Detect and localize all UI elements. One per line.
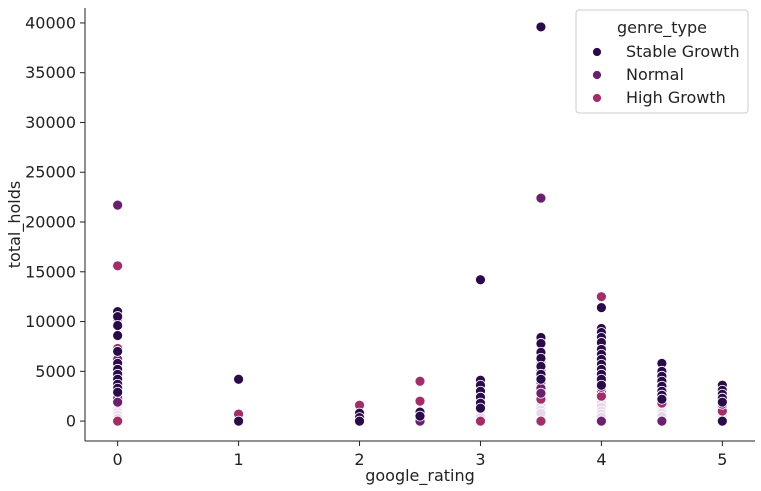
scatter-point bbox=[112, 311, 124, 322]
scatter-point bbox=[596, 302, 607, 314]
scatter-point bbox=[596, 379, 607, 391]
x-tick-label: 0 bbox=[113, 450, 123, 469]
legend-label: Normal bbox=[626, 65, 684, 84]
x-tick-label: 2 bbox=[354, 450, 364, 469]
legend-label: Stable Growth bbox=[626, 42, 740, 61]
y-axis-title: total_holds bbox=[5, 181, 25, 268]
scatter-point bbox=[716, 396, 728, 408]
y-tick-label: 40000 bbox=[25, 13, 76, 32]
scatter-point bbox=[716, 415, 728, 427]
y-tick-label: 25000 bbox=[25, 163, 76, 182]
legend-marker bbox=[592, 70, 602, 80]
scatter-point bbox=[233, 373, 244, 385]
scatter-point bbox=[112, 330, 124, 341]
x-tick-label: 1 bbox=[233, 450, 243, 469]
scatter-point bbox=[535, 415, 547, 427]
scatter-point bbox=[596, 291, 607, 303]
scatter-point bbox=[596, 390, 607, 402]
y-tick-label: 30000 bbox=[25, 113, 76, 132]
scatter-point bbox=[233, 415, 244, 427]
legend-box bbox=[575, 9, 749, 114]
scatter-point bbox=[535, 21, 547, 33]
scatter-point bbox=[414, 375, 426, 387]
x-tick-label: 5 bbox=[717, 450, 727, 469]
y-tick-label: 10000 bbox=[25, 312, 76, 331]
y-axis-ticks: 0 5000 10000 15000 20000 25000 30000 35000 40000 bbox=[25, 13, 85, 431]
scatter-point bbox=[414, 395, 426, 407]
scatter-point bbox=[112, 260, 124, 272]
scatter-point bbox=[112, 346, 124, 357]
scatter-point bbox=[535, 373, 547, 385]
scatter-point bbox=[475, 402, 486, 414]
scatter-point bbox=[354, 415, 365, 427]
legend-marker bbox=[592, 93, 602, 103]
scatter-point bbox=[475, 274, 486, 286]
x-tick-label: 3 bbox=[475, 450, 485, 469]
y-tick-label: 5000 bbox=[35, 362, 76, 381]
x-axis-ticks: 0 1 2 3 4 5 bbox=[113, 441, 727, 469]
y-tick-label: 35000 bbox=[25, 63, 76, 82]
scatter-point bbox=[596, 415, 607, 427]
scatter-point bbox=[475, 415, 486, 427]
scatter-point bbox=[414, 410, 426, 422]
data-points bbox=[112, 21, 728, 427]
scatter-point bbox=[535, 192, 547, 204]
legend-label: High Growth bbox=[626, 88, 726, 107]
scatter-point bbox=[112, 386, 124, 398]
scatter-point bbox=[656, 393, 668, 405]
scatter-point bbox=[656, 415, 668, 427]
legend: genre_type Stable Growth Normal High Growt… bbox=[575, 9, 749, 114]
y-tick-label: 15000 bbox=[25, 262, 76, 281]
scatter-point bbox=[112, 199, 124, 211]
y-tick-label: 0 bbox=[66, 412, 76, 431]
legend-title: genre_type bbox=[617, 18, 707, 38]
scatter-point bbox=[535, 387, 547, 399]
legend-items: Stable Growth Normal High Growth bbox=[592, 42, 740, 107]
scatter-point bbox=[112, 320, 124, 331]
scatter-point bbox=[112, 396, 124, 408]
scatter-point bbox=[535, 338, 547, 349]
y-tick-label: 20000 bbox=[25, 213, 76, 232]
scatter-point bbox=[112, 415, 124, 427]
x-tick-label: 4 bbox=[596, 450, 606, 469]
legend-marker bbox=[592, 47, 602, 57]
x-axis-title: google_rating bbox=[365, 466, 475, 486]
